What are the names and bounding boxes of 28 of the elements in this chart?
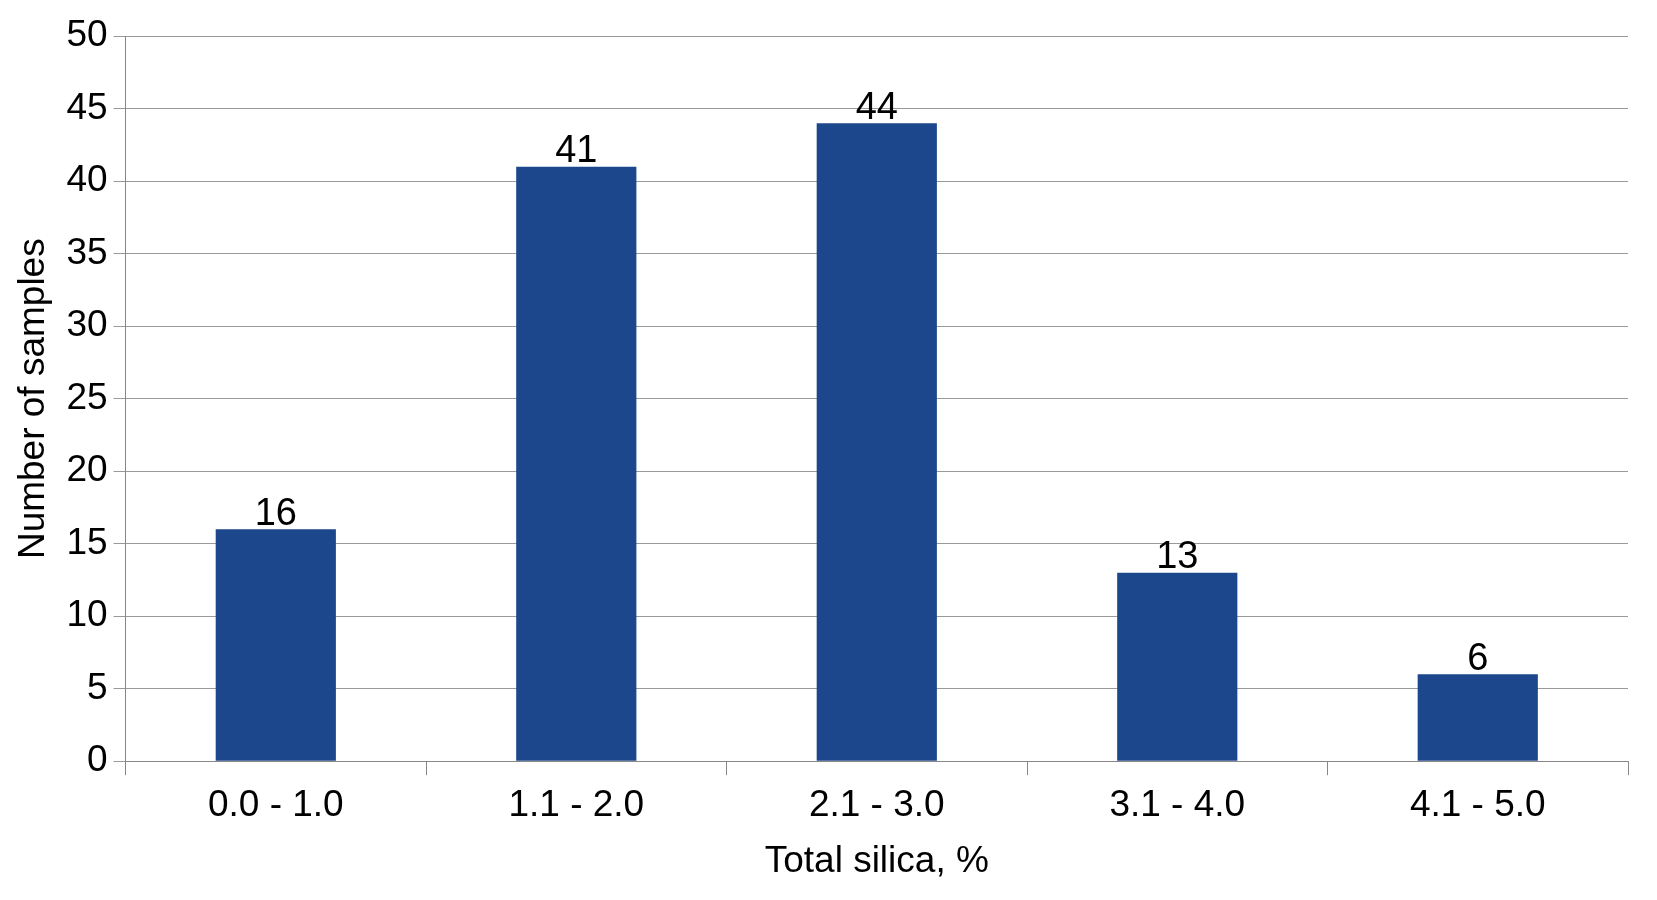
y-tick-label: 15 — [66, 520, 108, 562]
bar — [1417, 674, 1538, 761]
x-tick-label: 2.1 - 3.0 — [808, 782, 945, 824]
y-tick-label: 40 — [66, 158, 108, 200]
y-tick-label: 0 — [86, 738, 108, 780]
x-tick-label: 3.1 - 4.0 — [1109, 782, 1246, 824]
y-tick-label: 30 — [66, 303, 108, 345]
y-tick-label: 20 — [66, 448, 108, 490]
y-tick-label: 50 — [66, 13, 108, 55]
y-tick-label: 5 — [86, 665, 108, 707]
y-axis-title: Number of samples — [11, 238, 53, 560]
data-label: 44 — [855, 84, 898, 127]
data-label: 13 — [1156, 534, 1199, 577]
y-tick-label: 35 — [66, 230, 108, 272]
data-label: 6 — [1467, 635, 1489, 678]
data-label: 41 — [555, 128, 598, 171]
x-tick-label: 0.0 - 1.0 — [207, 782, 344, 824]
x-axis-title: Total silica, % — [764, 839, 989, 880]
y-tick-label: 25 — [66, 375, 108, 417]
data-label: 16 — [254, 490, 297, 533]
bar — [816, 123, 937, 761]
bar — [1117, 572, 1238, 761]
x-tick-label: 4.1 - 5.0 — [1409, 782, 1546, 824]
bar — [516, 166, 637, 761]
x-tick-label: 1.1 - 2.0 — [508, 782, 645, 824]
y-tick-label: 45 — [66, 85, 108, 127]
y-tick-label: 10 — [66, 593, 108, 635]
bar — [215, 529, 336, 761]
